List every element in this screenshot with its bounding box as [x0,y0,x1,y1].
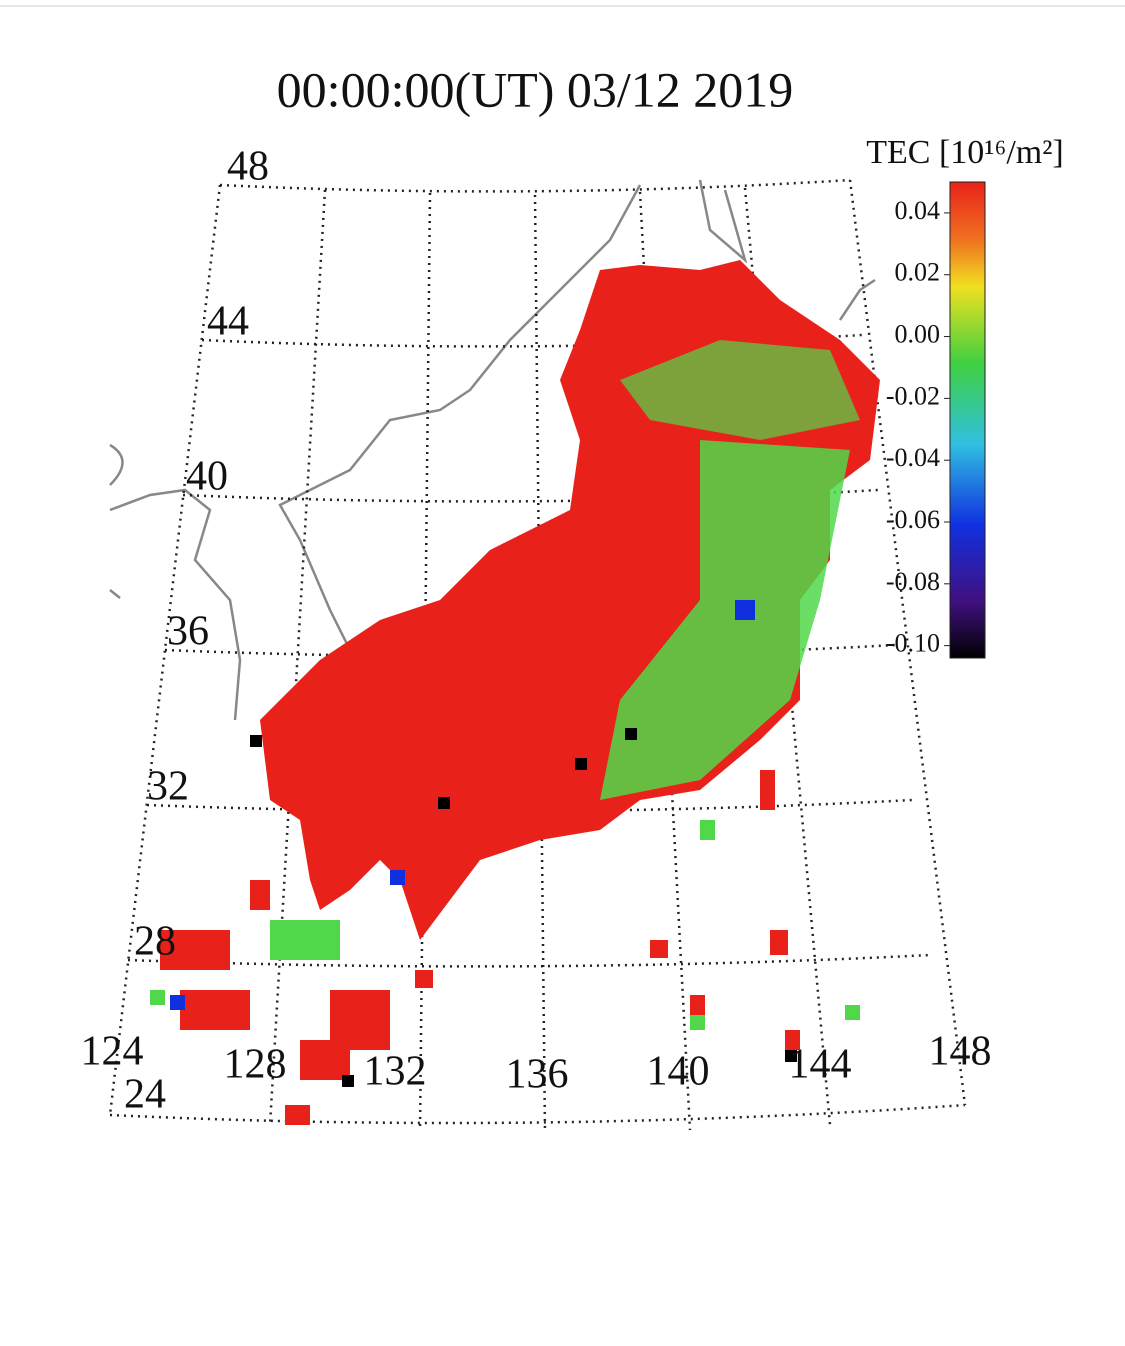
longitude-label: 148 [929,1029,992,1075]
latitude-label: 40 [186,454,228,500]
longitude-label: 128 [224,1042,287,1088]
latitude-label: 24 [124,1072,166,1118]
colorbar-tick-label: -0.08 [886,567,940,596]
longitude-label: 136 [506,1052,569,1098]
colorbar-tick-label: -0.02 [886,381,940,410]
tec-map [150,260,880,1125]
longitude-label: 132 [364,1049,427,1095]
colorbar-tick-label: 0.00 [895,320,941,349]
colorbar-tick-label: -0.04 [886,443,940,472]
coastlines [109,179,876,721]
title: 00:00:00(UT) 03/12 2019 [277,61,794,117]
colorbar-label: TEC [10¹⁶/m²] [866,134,1064,171]
longitude-label: 144 [789,1042,852,1088]
latitude-label: 36 [167,609,209,655]
colorbar-tick-label: 0.02 [895,258,941,287]
longitude-label: 124 [81,1029,144,1075]
latitude-label: 32 [147,764,189,810]
latitude-label: 48 [227,144,269,190]
longitude-label: 140 [647,1049,710,1095]
colorbar-tick-label: 0.04 [895,196,941,225]
colorbar-tick-label: -0.06 [886,505,940,534]
latitude-label: 28 [134,919,176,965]
latitude-label: 44 [207,299,249,345]
colorbar [949,181,986,659]
colorbar-tick-label: -0.10 [886,629,940,658]
